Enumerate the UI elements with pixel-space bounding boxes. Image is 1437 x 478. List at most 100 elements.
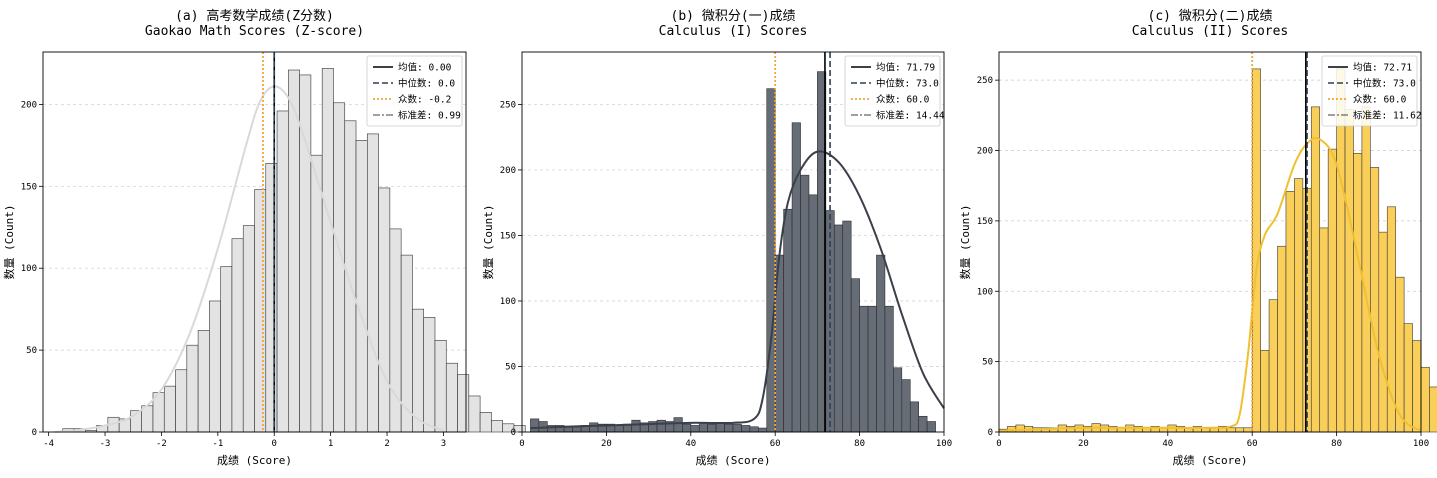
histogram-bar xyxy=(614,425,624,433)
legend-entry: 中位数: 73.0 xyxy=(876,78,939,90)
histogram-bar xyxy=(468,395,481,433)
x-tick-label: 20 xyxy=(601,439,612,449)
legend: 均值: 72.71 中位数: 73.0 众数: 60.0 标准差: 11.62 xyxy=(1321,55,1422,127)
legend-entry: 标准差: 11.62 xyxy=(1353,110,1422,122)
x-tick-label: 80 xyxy=(1331,439,1342,449)
histogram-bar xyxy=(901,379,911,433)
x-tick-label: -3 xyxy=(100,439,111,449)
histogram-bar xyxy=(1294,178,1304,433)
y-tick-label: 0 xyxy=(988,428,993,438)
histogram-bar xyxy=(197,330,210,433)
histogram-bar xyxy=(1285,191,1295,433)
histogram-bar xyxy=(758,427,768,433)
histogram-bar xyxy=(859,305,869,433)
x-tick-label: -4 xyxy=(43,439,54,449)
axes-frame xyxy=(521,51,945,433)
x-tick-label: 100 xyxy=(936,439,952,449)
histogram-bar xyxy=(1370,167,1380,433)
histogram-bar xyxy=(163,385,176,433)
chart-title: (c) 微积分(二)成绩 xyxy=(1148,9,1273,24)
histogram-bar xyxy=(1268,299,1278,433)
y-tick-label: 50 xyxy=(505,362,516,372)
legend-entry: 中位数: 73.0 xyxy=(1353,78,1416,90)
histogram-bar xyxy=(276,110,289,433)
histogram-bar xyxy=(366,133,379,433)
histogram-bar xyxy=(231,238,244,433)
x-tick-label: 40 xyxy=(685,439,696,449)
legend: 均值: 71.79 中位数: 73.0 众数: 60.0 标准差: 14.44 xyxy=(844,55,945,127)
histogram-bar xyxy=(1361,106,1371,433)
histogram-bar xyxy=(321,68,334,433)
histogram-bar xyxy=(220,266,233,433)
x-tick-label: -1 xyxy=(212,439,223,449)
histogram-bar xyxy=(876,254,886,433)
x-tick-label: 100 xyxy=(1413,439,1429,449)
histogram-bar xyxy=(791,122,801,433)
histogram-bar xyxy=(893,367,903,433)
chart-title: (b) 微积分(一)成绩 xyxy=(671,9,796,24)
histogram-bar xyxy=(186,344,199,433)
y-tick-label: 200 xyxy=(977,147,993,157)
legend-entry: 均值: 0.00 xyxy=(398,62,452,74)
histogram-bar xyxy=(412,308,425,433)
histogram-bar xyxy=(808,194,818,433)
y-tick-label: 200 xyxy=(21,100,37,110)
histogram-bar xyxy=(707,423,717,433)
histogram-bar xyxy=(491,420,503,433)
kde-curve xyxy=(998,136,1422,432)
legend-entry: 标准差: 14.44 xyxy=(876,110,945,122)
legend-entry: 均值: 72.71 xyxy=(1353,62,1412,74)
histogram-bar xyxy=(288,69,300,433)
x-tick-label: 0 xyxy=(996,439,1001,449)
histogram-bar xyxy=(242,225,255,433)
legend-entry: 众数: 60.0 xyxy=(1353,94,1407,106)
chart-subtitle: Calculus (I) Scores xyxy=(659,24,808,39)
x-tick-label: 2 xyxy=(384,439,389,449)
y-tick-label: 50 xyxy=(982,358,993,368)
histogram-bar xyxy=(867,305,877,433)
histogram-bar xyxy=(698,422,708,433)
histogram-bar xyxy=(766,88,776,433)
histogram-bar xyxy=(333,102,346,433)
histogram-bar xyxy=(1319,227,1329,433)
histogram-bar xyxy=(423,317,436,433)
x-tick-label: 60 xyxy=(770,439,781,449)
legend-entry: 中位数: 0.0 xyxy=(398,78,455,90)
histogram-bar xyxy=(1403,323,1413,433)
histogram-bar xyxy=(783,208,793,433)
histogram-bar xyxy=(715,422,725,433)
x-axis-label: 成绩 (Score) xyxy=(696,454,771,467)
histogram-bar xyxy=(724,423,734,433)
chart-subtitle: Calculus (II) Scores xyxy=(1132,24,1289,39)
x-tick-label: 40 xyxy=(1162,439,1173,449)
x-tick-label: -2 xyxy=(156,439,167,449)
x-tick-label: 1 xyxy=(328,439,333,449)
x-tick-label: 0 xyxy=(519,439,524,449)
histogram-bar xyxy=(833,224,844,433)
x-axis-label: 成绩 (Score) xyxy=(1173,454,1248,467)
histogram-bar xyxy=(265,163,278,433)
legend-entry: 均值: 71.79 xyxy=(876,62,935,74)
kde-curve xyxy=(54,85,444,433)
x-tick-label: 80 xyxy=(854,439,865,449)
histogram-bar xyxy=(1429,386,1437,433)
histogram-bar xyxy=(884,305,894,433)
histogram-bar xyxy=(434,339,447,433)
histogram-bar xyxy=(1260,350,1270,433)
x-tick-label: 20 xyxy=(1078,439,1089,449)
histogram-bar xyxy=(572,426,582,433)
y-axis-label: 数量 (Count) xyxy=(482,205,495,280)
histogram-bar xyxy=(1378,231,1388,433)
y-tick-label: 50 xyxy=(26,346,37,356)
histogram-bar xyxy=(1420,366,1430,433)
histogram-bar xyxy=(530,418,540,433)
histogram-bar xyxy=(631,419,641,433)
axes-frame xyxy=(42,51,467,433)
legend-box xyxy=(844,55,941,127)
histogram-bar xyxy=(1344,109,1354,433)
y-tick-label: 100 xyxy=(977,287,993,297)
